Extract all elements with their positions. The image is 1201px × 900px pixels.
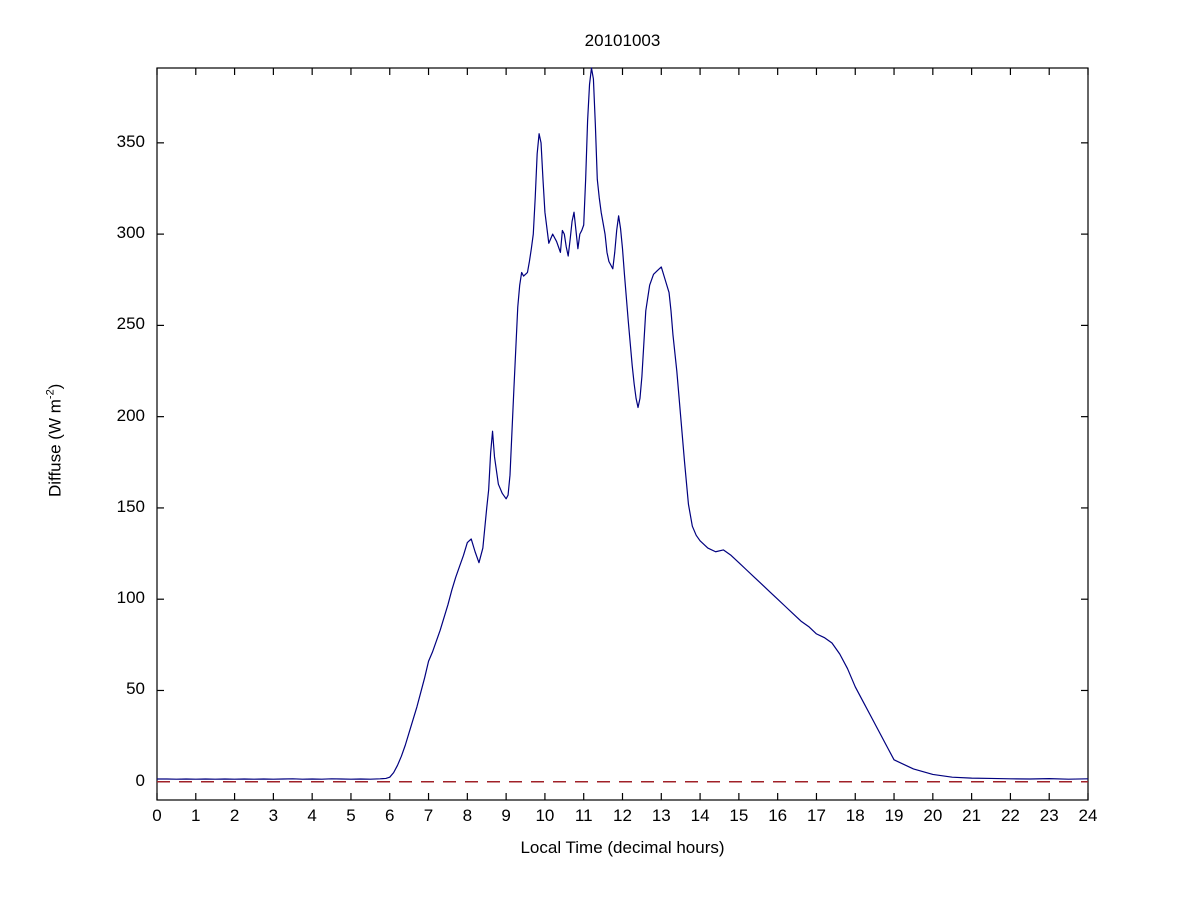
y-tick-label: 250 xyxy=(116,314,145,334)
y-tick-label: 50 xyxy=(126,679,145,699)
data-line-diffuse xyxy=(157,67,1089,780)
x-tick-label: 14 xyxy=(690,806,710,825)
x-tick-label: 5 xyxy=(346,806,356,825)
x-tick-label: 17 xyxy=(806,806,826,825)
x-tick-label: 12 xyxy=(613,806,632,825)
x-tick-label: 22 xyxy=(1000,806,1020,825)
x-tick-label: 13 xyxy=(651,806,671,825)
chart-title: 20101003 xyxy=(584,31,661,50)
y-axis-label: Diffuse (W m-2) xyxy=(45,330,66,550)
y-axis-label-suffix: ) xyxy=(45,383,65,390)
y-tick-label: 300 xyxy=(116,223,145,243)
data-series-group xyxy=(157,67,1089,783)
y-tick-label: 350 xyxy=(116,131,145,151)
y-tick-label: 0 xyxy=(135,770,145,790)
y-tick-label: 200 xyxy=(116,405,145,425)
x-tick-label: 3 xyxy=(268,806,279,825)
y-axis-label-exponent: -2 xyxy=(44,389,57,400)
x-tick-label: 16 xyxy=(768,806,788,825)
x-tick-label: 19 xyxy=(884,806,904,825)
x-tick-label: 21 xyxy=(962,806,982,825)
x-tick-label: 15 xyxy=(729,806,749,825)
x-tick-label: 10 xyxy=(535,806,555,825)
y-tick-label: 100 xyxy=(116,588,145,608)
x-tick-label: 9 xyxy=(501,806,511,825)
axes-box xyxy=(156,67,1089,801)
x-tick-label: 4 xyxy=(307,806,317,825)
x-tick-label: 7 xyxy=(423,806,434,825)
x-tick-label: 1 xyxy=(191,806,201,825)
y-axis-label-prefix: Diffuse (W m xyxy=(45,399,65,498)
x-tick-label: 23 xyxy=(1039,806,1059,825)
x-tick-label: 24 xyxy=(1078,806,1098,825)
x-tick-label: 8 xyxy=(462,806,473,825)
y-axis-ticks xyxy=(157,142,1088,783)
x-tick-label: 20 xyxy=(923,806,943,825)
x-tick-label: 11 xyxy=(574,806,593,825)
x-tick-label: 18 xyxy=(845,806,865,825)
x-axis-ticks xyxy=(156,68,1089,800)
x-tick-label: 6 xyxy=(385,806,395,825)
x-tick-label: 2 xyxy=(229,806,240,825)
x-tick-label: 0 xyxy=(152,806,162,825)
y-tick-label: 150 xyxy=(116,496,145,516)
x-axis-label: Local Time (decimal hours) xyxy=(520,838,725,857)
